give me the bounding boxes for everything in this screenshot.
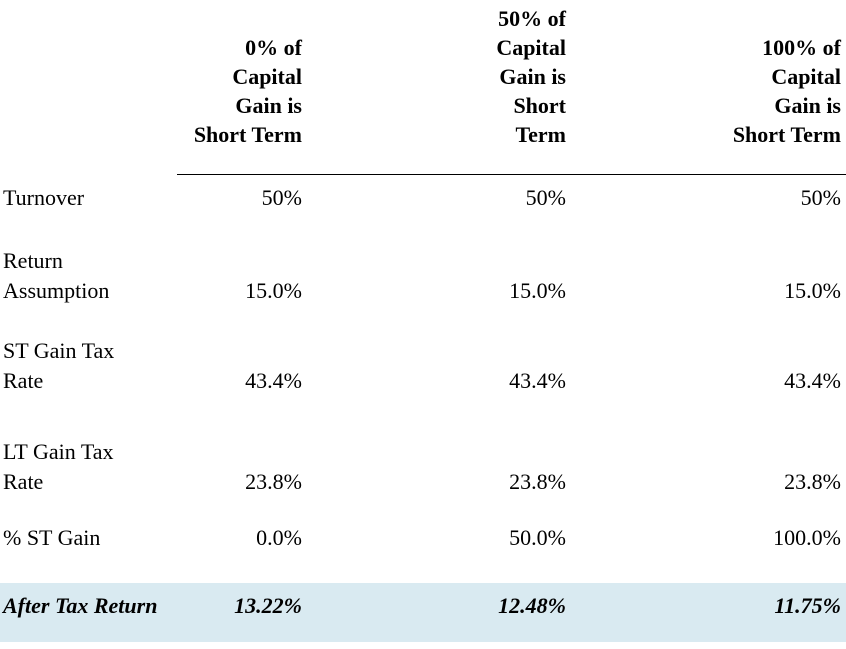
cell-value: 15.0% — [509, 278, 566, 303]
cell-value: 23.8% — [784, 469, 841, 494]
summary-row-label: After Tax Return — [0, 583, 177, 642]
table-row-pct-st-gain: % ST Gain 0.0% 50.0% 100.0% — [0, 497, 846, 583]
cell-value: 43.4% — [509, 368, 566, 393]
cell-value: 100.0% — [773, 525, 841, 550]
row-label: ST Gain Tax Rate — [3, 338, 115, 393]
cell-value: 43.4% — [245, 368, 302, 393]
summary-cell-value: 12.48% — [312, 583, 574, 642]
summary-cell-value: 11.75% — [574, 583, 846, 642]
cell-value: 50% — [800, 185, 841, 210]
cell-value: 50.0% — [509, 525, 566, 550]
cell-value: 15.0% — [784, 278, 841, 303]
column-header-0pct-st: 0% of Capital Gain is Short Term — [177, 0, 312, 175]
table-row-st-gain-tax-rate: ST Gain Tax Rate 43.4% 43.4% 43.4% — [0, 306, 846, 396]
row-label: Turnover — [3, 185, 85, 210]
header-row: 0% of Capital Gain is Short Term 50% of … — [0, 0, 846, 175]
row-label: Return Assumption — [3, 248, 110, 303]
cell-value: 23.8% — [245, 469, 302, 494]
row-label: % ST Gain — [3, 525, 101, 550]
table-row-lt-gain-tax-rate: LT Gain Tax Rate 23.8% 23.8% 23.8% — [0, 396, 846, 497]
cell-value: 50% — [261, 185, 302, 210]
cell-value: 15.0% — [245, 278, 302, 303]
column-header-100pct-st: 100% of Capital Gain is Short Term — [574, 0, 846, 175]
column-header-50pct-st: 50% of Capital Gain is Short Term — [312, 0, 574, 175]
cell-value: 23.8% — [509, 469, 566, 494]
table-row-return-assumption: Return Assumption 15.0% 15.0% 15.0% — [0, 213, 846, 306]
table-row-turnover: Turnover 50% 50% 50% — [0, 175, 846, 214]
table-row-after-tax-return: After Tax Return 13.22% 12.48% 11.75% — [0, 583, 846, 642]
summary-cell-value: 13.22% — [177, 583, 312, 642]
row-label: LT Gain Tax Rate — [3, 439, 114, 494]
cell-value: 0.0% — [256, 525, 302, 550]
cell-value: 50% — [525, 185, 566, 210]
cell-value: 43.4% — [784, 368, 841, 393]
corner-header-cell — [0, 0, 177, 175]
